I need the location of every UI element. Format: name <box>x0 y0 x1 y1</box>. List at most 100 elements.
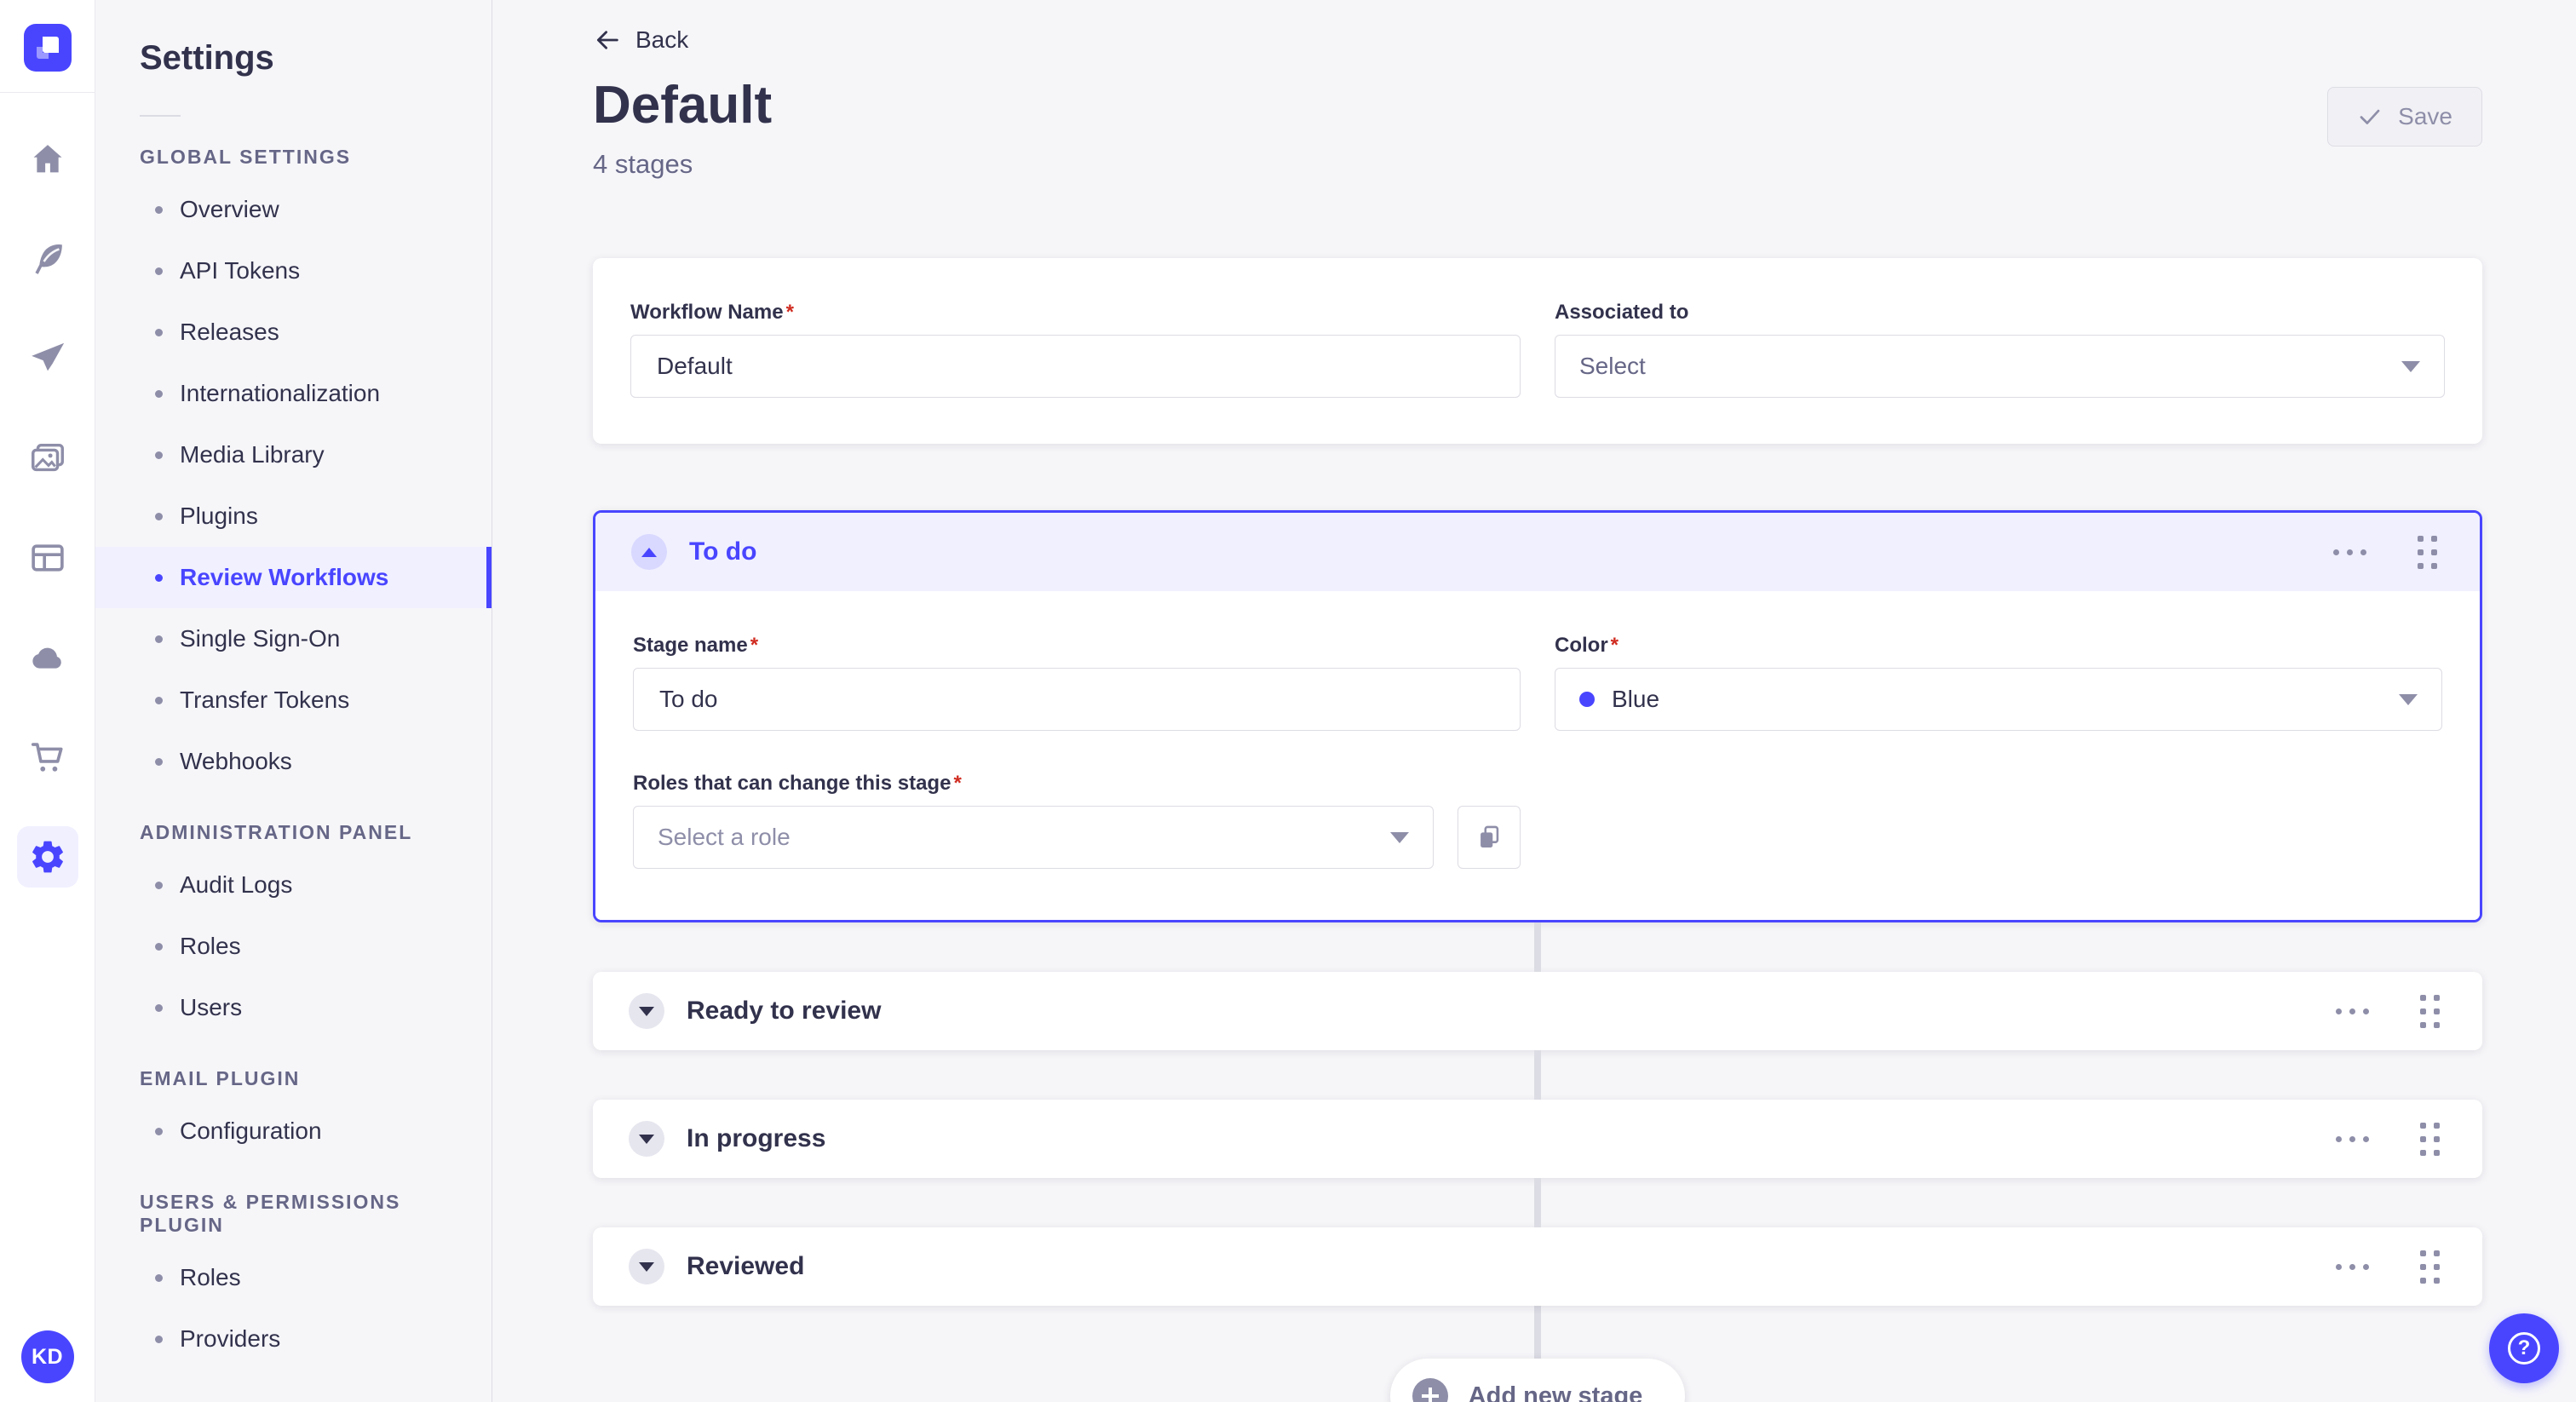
stage-card-ready-to-review[interactable]: Ready to review <box>593 972 2482 1050</box>
user-avatar[interactable]: KD <box>20 1330 74 1383</box>
bullet-icon <box>155 267 163 275</box>
sidebar-item-single-sign-on[interactable]: Single Sign-On <box>95 608 492 669</box>
sidebar-item-label: API Tokens <box>180 257 301 284</box>
roles-select[interactable]: Select a role <box>633 806 1434 869</box>
sidebar-item-label: Transfer Tokens <box>180 687 350 713</box>
sidebar-item-internationalization[interactable]: Internationalization <box>95 363 492 424</box>
sidebar-item-audit-logs[interactable]: Audit Logs <box>95 854 492 916</box>
stage-header-actions <box>2326 529 2444 576</box>
bullet-icon <box>155 635 163 643</box>
bullet-icon <box>155 1003 163 1012</box>
chevron-up-icon <box>641 547 657 557</box>
chevron-down-icon <box>2399 693 2418 705</box>
add-new-stage-button[interactable]: Add new stage <box>1389 1359 1686 1402</box>
more-options-icon[interactable] <box>2326 543 2373 562</box>
sidebar-divider <box>140 115 181 117</box>
color-select[interactable]: Blue <box>1555 668 2442 731</box>
settings-icon[interactable] <box>16 826 78 888</box>
sidebar-item-admin-roles[interactable]: Roles <box>95 916 492 977</box>
collapse-toggle-button[interactable] <box>631 534 667 570</box>
sidebar-item-webhooks[interactable]: Webhooks <box>95 731 492 792</box>
help-button[interactable]: ? <box>2489 1313 2559 1383</box>
sidebar-item-overview[interactable]: Overview <box>95 179 492 240</box>
sidebar-item-label: Internationalization <box>180 380 381 406</box>
sidebar-item-up-roles[interactable]: Roles <box>95 1247 492 1308</box>
main-content: Back Default 4 stages Save Workflow Name… <box>492 0 2576 1402</box>
color-field-group: Color * Blue <box>1555 634 2442 731</box>
marketplace-icon[interactable] <box>17 727 78 788</box>
duplicate-stage-button[interactable] <box>1458 806 1521 869</box>
sidebar-item-label: Roles <box>180 933 241 959</box>
sidebar-item-api-tokens[interactable]: API Tokens <box>95 240 492 302</box>
workflow-name-input[interactable] <box>630 335 1521 398</box>
expand-toggle-button[interactable] <box>629 1121 664 1157</box>
drag-handle-icon[interactable] <box>2413 988 2447 1035</box>
home-icon[interactable] <box>17 129 78 190</box>
section-heading-global-settings: GLOBAL SETTINGS <box>140 146 352 168</box>
sidebar-item-users[interactable]: Users <box>95 977 492 1038</box>
sidebar-item-releases[interactable]: Releases <box>95 302 492 363</box>
bullet-icon <box>155 1127 163 1135</box>
more-options-icon[interactable] <box>2329 1129 2376 1149</box>
releases-icon[interactable] <box>17 328 78 389</box>
settings-sidebar: Settings GLOBAL SETTINGS Overview API To… <box>95 0 492 1402</box>
drag-handle-icon[interactable] <box>2413 1244 2447 1290</box>
chevron-down-icon <box>639 1134 654 1144</box>
workflow-name-field-group: Workflow Name * <box>630 301 1521 398</box>
bullet-icon <box>155 573 163 582</box>
more-options-icon[interactable] <box>2329 1002 2376 1021</box>
stage-title: To do <box>689 537 757 566</box>
sidebar-item-transfer-tokens[interactable]: Transfer Tokens <box>95 669 492 731</box>
drag-handle-icon[interactable] <box>2411 529 2444 576</box>
stage-title: In progress <box>687 1124 826 1152</box>
copy-icon <box>1481 825 1499 848</box>
stage-header-actions <box>2329 1244 2447 1290</box>
drag-handle-icon[interactable] <box>2413 1116 2447 1163</box>
page-title: Default <box>593 76 773 135</box>
associated-to-select[interactable]: Select <box>1555 335 2445 398</box>
stage-card-in-progress[interactable]: In progress <box>593 1100 2482 1178</box>
sidebar-item-label: Releases <box>180 319 279 345</box>
more-options-icon[interactable] <box>2329 1257 2376 1277</box>
stage-form: Stage name* Color* Blue <box>595 591 2480 920</box>
save-button[interactable]: Save <box>2327 87 2482 147</box>
content-type-builder-icon[interactable] <box>17 527 78 589</box>
stage-header-to-do[interactable]: To do <box>595 513 2480 591</box>
stage-card-reviewed[interactable]: Reviewed <box>593 1227 2482 1306</box>
chevron-down-icon <box>639 1006 654 1016</box>
stage-name-label: Stage name * <box>633 634 759 657</box>
roles-label: Roles that can change this stage * <box>633 772 962 795</box>
plus-icon <box>1412 1378 1448 1402</box>
sidebar-item-review-workflows[interactable]: Review Workflows <box>95 547 492 608</box>
section-heading-users-permissions-plugin: USERS & PERMISSIONS PLUGIN <box>140 1191 401 1236</box>
content-icon[interactable] <box>17 228 78 290</box>
back-link[interactable]: Back <box>593 26 688 55</box>
back-label: Back <box>635 26 689 53</box>
sidebar-item-configuration[interactable]: Configuration <box>95 1100 492 1162</box>
stage-header-actions <box>2329 1116 2447 1163</box>
page-header: Default 4 stages Save <box>593 75 2482 180</box>
bullet-icon <box>155 757 163 766</box>
section-heading-administration-panel: ADMINISTRATION PANEL <box>140 821 413 843</box>
stage-name-input[interactable] <box>633 668 1521 731</box>
color-value: Blue <box>1612 686 1660 712</box>
associated-to-value: Select <box>1579 353 1646 379</box>
expand-toggle-button[interactable] <box>629 993 664 1029</box>
required-asterisk: * <box>785 301 794 324</box>
bullet-icon <box>155 451 163 459</box>
add-stage-label: Add new stage <box>1468 1382 1643 1402</box>
required-asterisk: * <box>953 772 962 795</box>
deploy-icon[interactable] <box>17 627 78 688</box>
chevron-down-icon <box>2401 360 2420 372</box>
rail-icon-list <box>16 129 78 888</box>
media-library-icon[interactable] <box>17 428 78 489</box>
stage-title: Ready to review <box>687 997 882 1025</box>
strapi-logo[interactable] <box>23 24 72 72</box>
sidebar-item-providers[interactable]: Providers <box>95 1308 492 1370</box>
sidebar-item-label: Configuration <box>180 1118 322 1144</box>
expand-toggle-button[interactable] <box>629 1249 664 1284</box>
sidebar-item-plugins[interactable]: Plugins <box>95 486 492 547</box>
sidebar-item-media-library[interactable]: Media Library <box>95 424 492 486</box>
bullet-icon <box>155 942 163 951</box>
